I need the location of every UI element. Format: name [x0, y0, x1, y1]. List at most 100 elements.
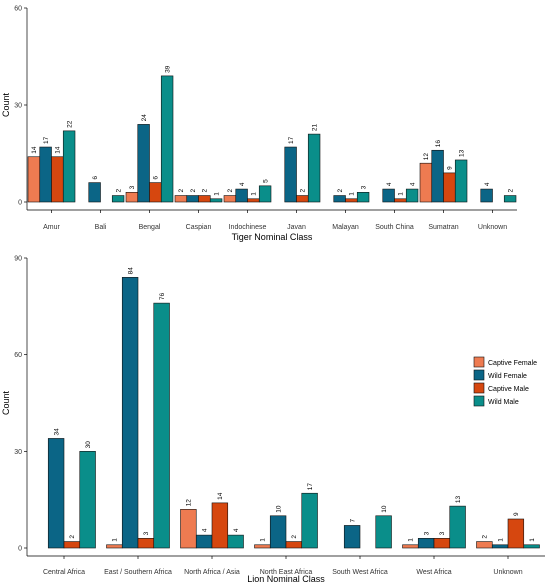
data-label-malayan-captive-male: 1 — [349, 192, 356, 196]
bar-south-china-wild-male — [405, 188, 419, 203]
y-axis-title: Count — [1, 93, 11, 118]
x-tick-label-central-africa: Central Africa — [43, 569, 85, 576]
bar-unknown-captive-female — [476, 541, 493, 549]
x-tick-label-javan: Javan — [287, 224, 306, 231]
data-label-east-southern-africa-wild-male: 76 — [159, 292, 166, 300]
bar-north-africa-asia-captive-male — [211, 502, 229, 549]
x-tick-label-south-west-africa: South West Africa — [332, 569, 388, 576]
bar-sumatran-wild-female — [431, 149, 444, 203]
x-axis-title: Tiger Nominal Class — [232, 232, 313, 242]
x-tick-label-sumatran: Sumatran — [428, 224, 458, 231]
legend-label-wild-male: Wild Male — [488, 399, 519, 406]
x-tick-label-bengal: Bengal — [139, 224, 161, 231]
bar-sumatran-captive-male — [443, 172, 456, 203]
bar-caspian-captive-male — [198, 195, 211, 203]
data-label-bengal-wild-male: 39 — [164, 65, 171, 73]
bar-indochinese-wild-male — [258, 185, 272, 203]
bar-unknown-wild-female — [480, 188, 493, 203]
data-label-caspian-wild-female: 2 — [190, 189, 197, 193]
x-tick-label-unknown: Unknown — [478, 224, 507, 231]
bar-south-china-wild-female — [382, 188, 395, 203]
data-label-caspian-captive-female: 2 — [178, 189, 185, 193]
bar-south-west-africa-wild-male — [375, 515, 392, 549]
data-label-amur-wild-male: 22 — [66, 120, 73, 128]
data-label-south-west-africa-wild-female: 7 — [349, 518, 356, 522]
data-label-indochinese-wild-male: 5 — [262, 179, 269, 183]
bar-amur-captive-male — [51, 156, 64, 203]
bar-amur-captive-female — [27, 156, 41, 203]
data-label-indochinese-captive-female: 2 — [227, 189, 234, 193]
data-label-west-africa-captive-female: 1 — [408, 538, 415, 542]
data-label-central-africa-wild-female: 34 — [53, 428, 60, 436]
bar-north-africa-asia-wild-male — [227, 534, 244, 549]
data-label-indochinese-wild-female: 4 — [239, 182, 246, 186]
y-tick-label: 0 — [18, 546, 22, 553]
legend-label-wild-female: Wild Female — [488, 373, 527, 380]
bar-south-china-captive-male — [394, 198, 407, 203]
bar-north-east-africa-captive-male — [285, 541, 303, 549]
data-label-malayan-wild-female: 2 — [337, 189, 344, 193]
bar-malayan-wild-female — [333, 195, 346, 203]
bar-north-east-africa-wild-female — [269, 515, 287, 549]
data-label-north-east-africa-captive-female: 1 — [260, 538, 267, 542]
data-label-south-china-wild-female: 4 — [386, 182, 393, 186]
data-label-north-africa-asia-captive-female: 12 — [186, 499, 193, 507]
bar-bali-wild-male — [111, 195, 125, 203]
data-label-west-africa-wild-female: 3 — [423, 531, 430, 535]
data-label-bengal-wild-female: 24 — [141, 114, 148, 122]
bar-unknown-wild-female — [491, 544, 509, 549]
data-label-unknown-wild-male: 2 — [507, 189, 514, 193]
legend-swatch-wild-male — [473, 395, 485, 407]
x-tick-label-bali: Bali — [95, 224, 107, 231]
x-tick-label-west-africa: West Africa — [416, 569, 451, 576]
x-axis-title: Lion Nominal Class — [247, 574, 325, 584]
bar-javan-wild-female — [284, 146, 297, 203]
x-tick-label-north-africa-asia: North Africa / Asia — [184, 569, 240, 576]
y-tick-label: 0 — [18, 200, 22, 207]
y-tick-label: 60 — [14, 6, 22, 13]
data-label-west-africa-wild-male: 13 — [455, 495, 462, 503]
bar-bengal-wild-female — [137, 124, 150, 203]
data-label-south-china-wild-male: 4 — [409, 182, 416, 186]
data-label-sumatran-wild-male: 13 — [458, 149, 465, 157]
bar-malayan-captive-male — [345, 198, 358, 203]
data-label-caspian-wild-male: 1 — [213, 192, 220, 196]
data-label-south-china-captive-male: 1 — [398, 192, 405, 196]
bar-east-southern-africa-wild-female — [121, 277, 139, 549]
data-label-unknown-captive-male: 9 — [513, 512, 520, 516]
data-label-sumatran-captive-female: 12 — [423, 153, 430, 161]
legend-label-captive-female: Captive Female — [488, 360, 537, 367]
data-label-north-east-africa-captive-male: 2 — [291, 535, 298, 539]
bar-caspian-wild-female — [186, 195, 199, 203]
data-label-javan-captive-male: 2 — [300, 189, 307, 193]
bar-indochinese-captive-male — [247, 198, 260, 203]
bar-west-africa-captive-male — [433, 538, 451, 549]
data-label-east-southern-africa-captive-male: 3 — [143, 531, 150, 535]
legend: Captive Female Wild Female Captive Male Wil… — [473, 356, 537, 407]
x-tick-label-south-china: South China — [375, 224, 414, 231]
legend-swatch-captive-male — [473, 382, 485, 394]
data-label-north-east-africa-wild-female: 10 — [275, 505, 282, 513]
bar-javan-wild-male — [307, 133, 321, 203]
bar-east-southern-africa-captive-male — [137, 538, 155, 549]
data-label-caspian-captive-male: 2 — [202, 189, 209, 193]
y-tick-label: 30 — [14, 103, 22, 110]
bar-amur-wild-female — [39, 146, 52, 203]
bar-caspian-wild-male — [209, 198, 223, 203]
bar-west-africa-wild-female — [417, 538, 435, 549]
bar-bali-wild-female — [88, 182, 101, 203]
bar-sumatran-captive-female — [419, 162, 433, 203]
bar-indochinese-wild-female — [235, 188, 248, 203]
bar-javan-captive-male — [296, 195, 309, 203]
bar-central-africa-wild-male — [79, 451, 96, 549]
x-tick-label-north-east-africa: North East Africa — [260, 569, 313, 576]
bar-bengal-captive-male — [149, 182, 162, 203]
data-label-unknown-wild-male: 1 — [529, 538, 536, 542]
bar-bengal-captive-female — [125, 192, 139, 203]
x-tick-label-indochinese: Indochinese — [229, 224, 267, 231]
bar-sumatran-wild-male — [454, 159, 468, 203]
bar-west-africa-captive-female — [402, 544, 419, 549]
data-label-unknown-wild-female: 1 — [497, 538, 504, 542]
bar-south-west-africa-wild-female — [343, 525, 361, 549]
